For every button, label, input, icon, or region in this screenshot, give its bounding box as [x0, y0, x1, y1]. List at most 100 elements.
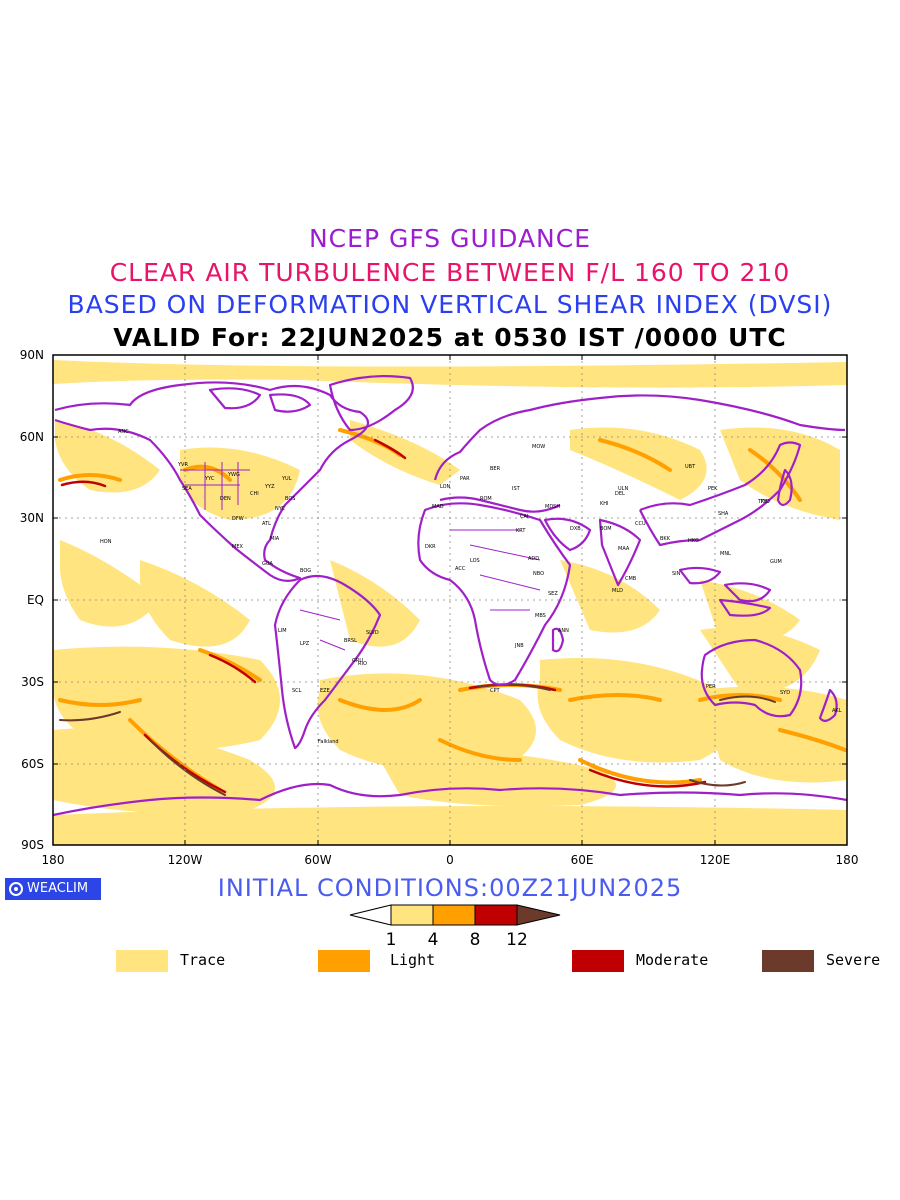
station-label: MDSH	[545, 504, 560, 510]
legend-label-trace: Trace	[180, 951, 226, 969]
station-label: AKL	[832, 708, 842, 714]
station-label: PEK	[708, 486, 718, 492]
station-label: BRSL	[344, 638, 357, 644]
station-label: CAI	[520, 514, 528, 520]
station-label: SHA	[718, 511, 729, 517]
station-label: LOS	[470, 558, 480, 564]
legend-swatch-moderate	[572, 950, 624, 972]
station-label: MAA	[618, 546, 630, 552]
station-label: SYD	[780, 690, 790, 696]
colorbar-tick-8: 8	[470, 930, 481, 950]
station-label: SLVD	[366, 630, 379, 636]
station-label: TYO	[759, 499, 770, 505]
turbulence-field: ANC YVR SEA YYC YWG YYZ YUL CHI BOS NYC …	[53, 355, 847, 845]
station-label: ULN	[618, 486, 628, 492]
station-label: UBT	[685, 464, 696, 470]
station-label: JNB	[514, 643, 524, 649]
legend-swatch-severe	[762, 950, 814, 972]
lon-label-0: 0	[446, 853, 454, 867]
station-label: DXB	[570, 526, 581, 532]
lon-label-180w: 180	[42, 853, 65, 867]
latitude-labels: 90N 60N 30N EQ 30S 60S 90S	[20, 348, 44, 852]
station-label: DEL	[615, 491, 625, 497]
station-label: SEZ	[548, 591, 558, 597]
station-label: BOS	[285, 496, 295, 502]
weaclim-circle-icon	[9, 882, 23, 896]
station-label: RIO	[358, 661, 367, 667]
station-label: MAD	[432, 504, 444, 510]
legend-swatch-light	[318, 950, 370, 972]
station-label: CHI	[250, 491, 259, 497]
legend-label-moderate: Moderate	[636, 951, 709, 969]
station-label: ANN	[558, 628, 569, 634]
lat-label-90n: 90N	[20, 348, 44, 362]
station-label: DEN	[220, 496, 231, 502]
brand-label: WEACLIM	[27, 881, 89, 896]
station-label: PER	[706, 684, 716, 690]
station-label: DKR	[425, 544, 436, 550]
longitude-labels: 180 120W 60W 0 60E 120E 180	[42, 853, 859, 867]
colorbar-tick-1: 1	[386, 930, 397, 950]
station-label: BOG	[300, 568, 311, 574]
station-label: ROM	[480, 496, 492, 502]
lat-label-30n: 30N	[20, 511, 44, 525]
graticule	[53, 355, 847, 845]
title-line-3: BASED ON DEFORMATION VERTICAL SHEAR INDE…	[67, 290, 833, 319]
colorbar-trace-box	[390, 904, 434, 926]
station-label: MOW	[532, 444, 545, 450]
station-label: ACC	[455, 566, 466, 572]
lat-label-30s: 30S	[21, 675, 44, 689]
coastlines	[53, 375, 847, 817]
station-labels: ANC YVR SEA YYC YWG YYZ YUL CHI BOS NYC …	[100, 429, 842, 745]
trace-areas	[53, 360, 847, 845]
station-label: YYC	[204, 476, 215, 482]
lat-label-60n: 60N	[20, 430, 44, 444]
severe-streaks	[59, 683, 776, 796]
lon-label-120w: 120W	[168, 853, 203, 867]
station-label: BKK	[660, 536, 671, 542]
station-label: PAR	[460, 476, 470, 482]
colorbar-light-box	[432, 904, 476, 926]
initial-conditions: INITIAL CONDITIONS:00Z21JUN2025	[217, 874, 683, 902]
station-label: IST	[512, 486, 521, 492]
lon-label-60e: 60E	[571, 853, 594, 867]
station-label: TKY	[757, 499, 768, 505]
station-label: KHI	[600, 501, 609, 507]
colorbar: 1 4 8 12	[349, 904, 561, 950]
lon-label-60w: 60W	[304, 853, 331, 867]
station-label: SEA	[182, 486, 192, 492]
station-label: ANC	[118, 429, 129, 435]
station-label: GRU	[352, 658, 363, 664]
station-label: MBS	[535, 613, 546, 619]
colorbar-high-triangle	[516, 904, 561, 926]
station-label: YWG	[227, 472, 240, 478]
station-label: ATL	[262, 521, 271, 527]
colorbar-tick-12: 12	[506, 930, 528, 950]
station-label: CMB	[625, 576, 637, 582]
lat-label-eq: EQ	[27, 593, 44, 607]
colorbar-tick-4: 4	[428, 930, 439, 950]
lat-label-60s: 60S	[21, 757, 44, 771]
station-label: HON	[100, 539, 112, 545]
colorbar-moderate-box	[474, 904, 518, 926]
station-label: MIA	[270, 536, 280, 542]
valid-time-title: VALID For: 22JUN2025 at 0530 IST /0000 U…	[113, 323, 787, 352]
station-label: LIM	[278, 628, 287, 634]
station-label: SIN	[672, 571, 681, 577]
station-label: YVR	[177, 462, 188, 468]
axis-ticks	[53, 354, 847, 846]
station-label: SCL	[292, 688, 302, 694]
station-label: LPZ	[300, 641, 310, 647]
colorbar-low-triangle	[349, 904, 392, 926]
station-label: Falkland	[318, 739, 339, 745]
weaclim-logo: WEACLIM	[5, 878, 101, 900]
station-label: MEX	[232, 544, 243, 550]
legend-swatch-trace	[116, 950, 168, 972]
station-label: GUM	[770, 559, 782, 565]
station-label: CCU	[635, 521, 646, 527]
station-label: MNL	[720, 551, 731, 557]
station-label: EZE	[320, 688, 330, 694]
lat-label-90s: 90S	[21, 838, 44, 852]
station-label: CPT	[490, 688, 501, 694]
station-label: LON	[440, 484, 451, 490]
